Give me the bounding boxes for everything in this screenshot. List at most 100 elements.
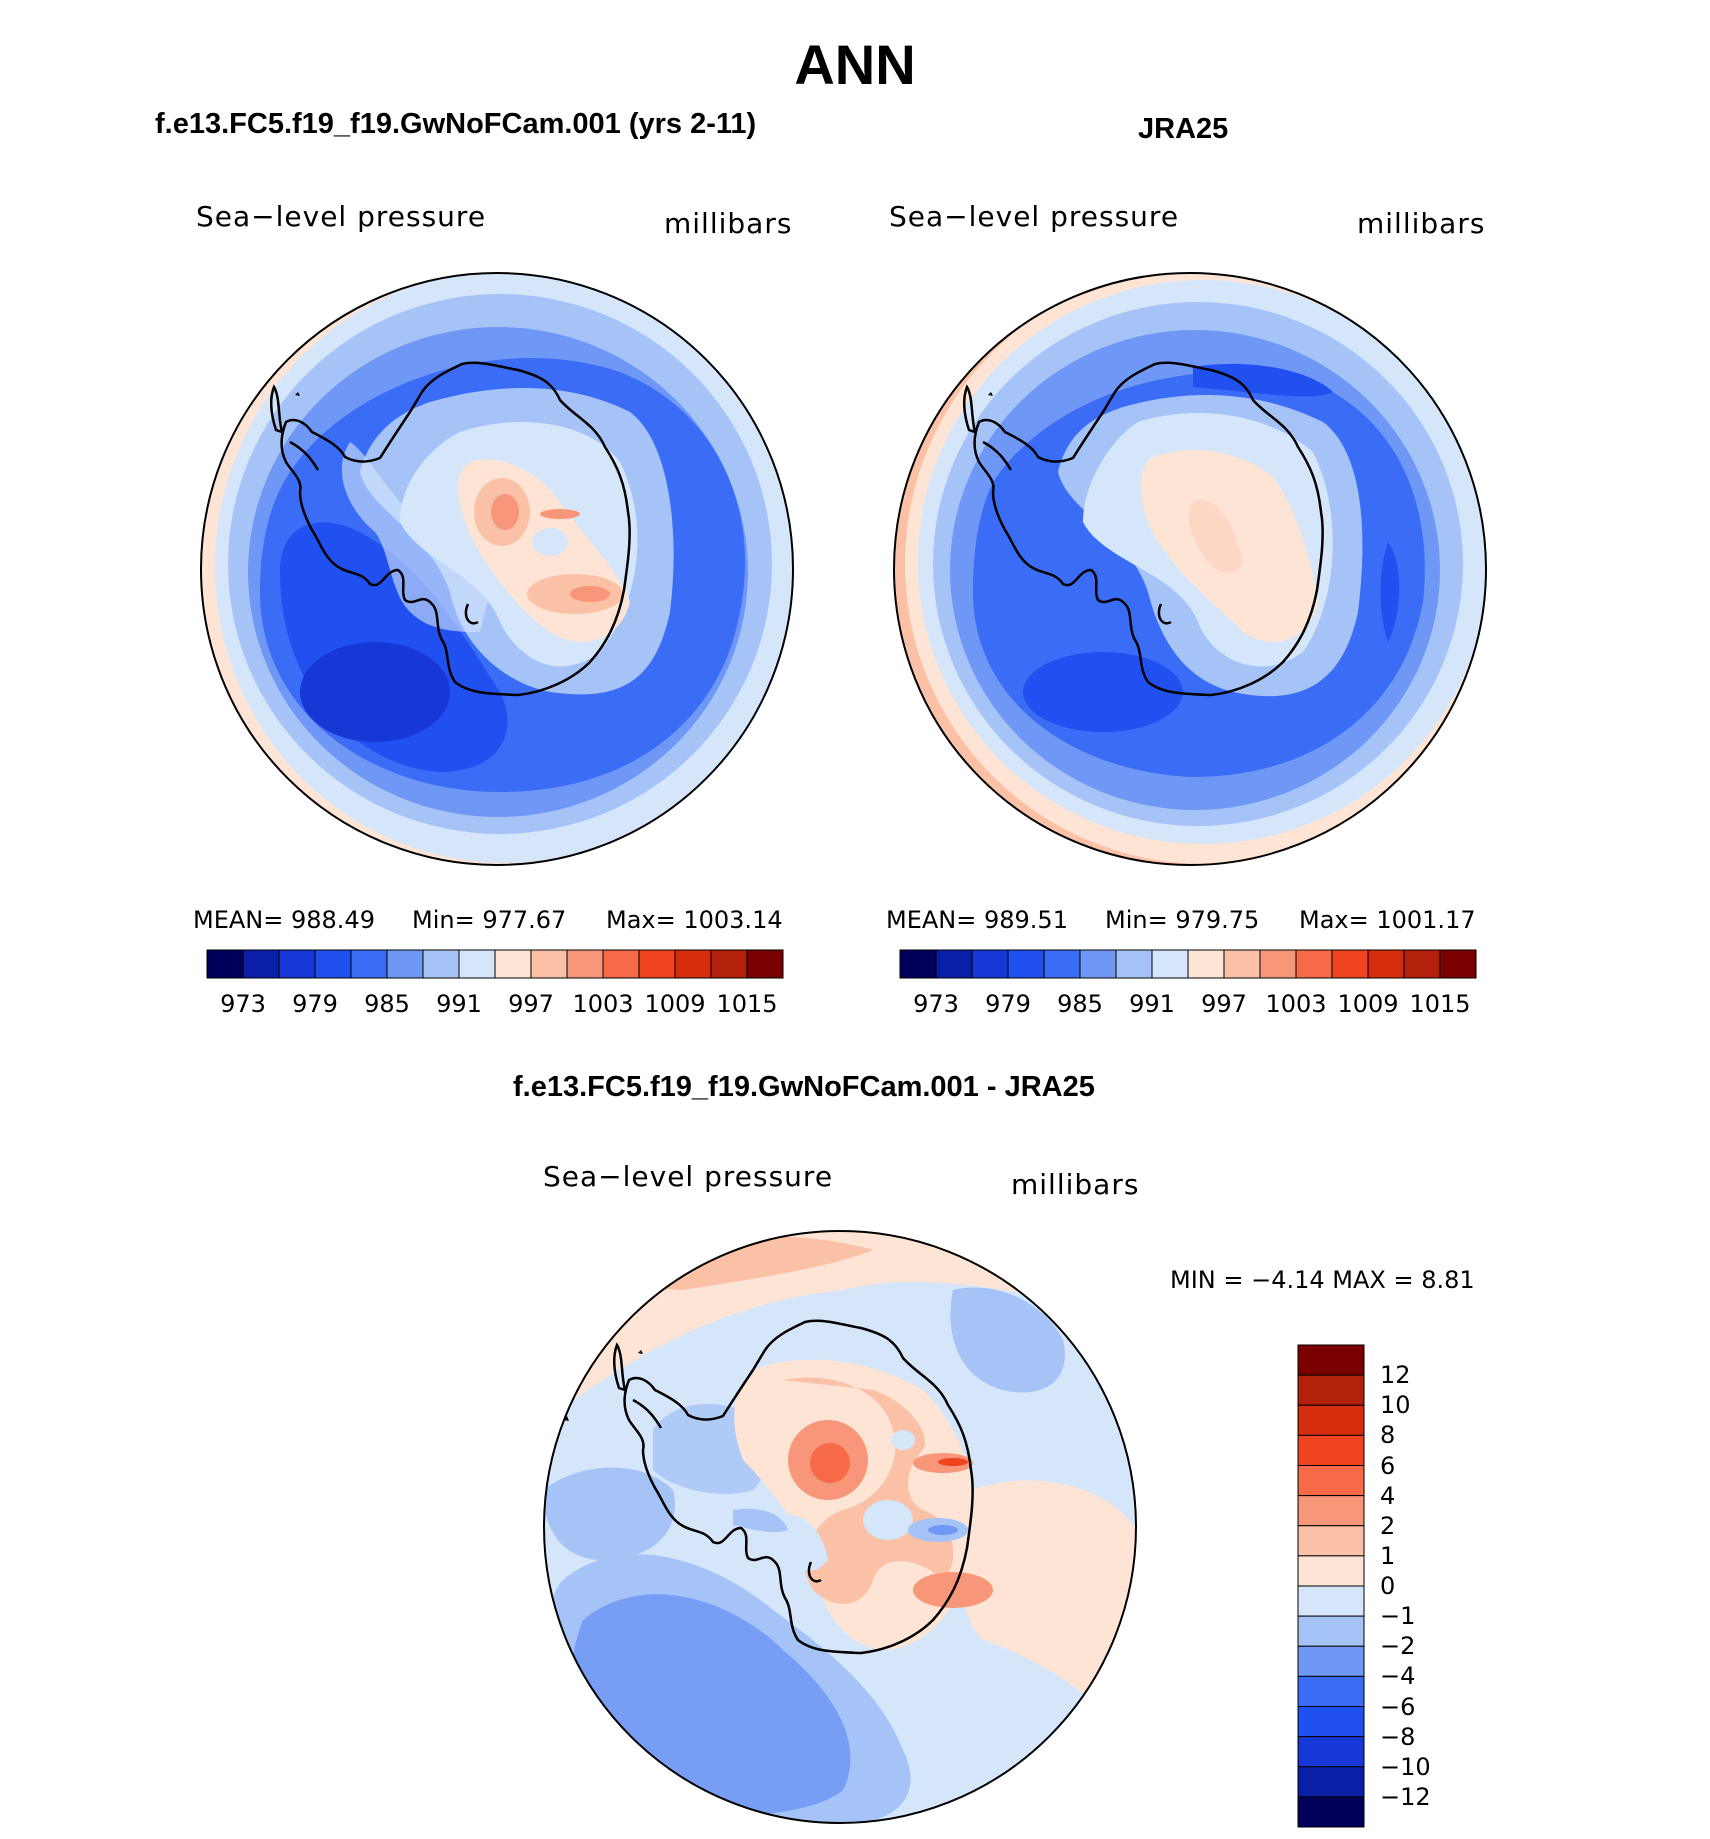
diff-colorbar-swatch	[1297, 1404, 1365, 1436]
left-colorbar-swatch	[530, 949, 568, 979]
diff-colorbar-swatch	[1297, 1675, 1365, 1707]
diff-colorbar-swatch	[1297, 1706, 1365, 1738]
right-colorbar-swatches	[899, 949, 1477, 979]
right-mean-stat: MEAN= 989.51	[886, 906, 1068, 934]
left-colorbar-tick-label: 997	[508, 990, 554, 1018]
diff-colorbar-swatch	[1297, 1555, 1365, 1587]
right-max-stat: Max= 1001.17	[1299, 906, 1476, 934]
right-colorbar-swatch	[1259, 949, 1297, 979]
right-units-label: millibars	[1357, 207, 1486, 240]
diff-minmax-stat: MIN = −4.14 MAX = 8.81	[1170, 1266, 1475, 1294]
right-panel-title: JRA25	[1138, 113, 1229, 145]
left-colorbar-swatch	[242, 949, 280, 979]
right-colorbar: 973 979 985 991 997 1003 1009 1015	[899, 949, 1477, 1018]
right-colorbar-swatch	[1439, 949, 1477, 979]
right-colorbar-tick-label: 985	[1057, 990, 1103, 1018]
diff-variable-label: Sea−level pressure	[543, 1160, 834, 1193]
diff-colorbar-swatch	[1297, 1615, 1365, 1647]
diff-colorbar-tick-label: 12	[1380, 1361, 1411, 1390]
right-colorbar-swatch	[899, 949, 937, 979]
left-colorbar-swatch	[350, 949, 388, 979]
diff-colorbar-tick-label: 0	[1380, 1572, 1396, 1600]
left-colorbar-swatch	[746, 949, 784, 979]
diff-colorbar-swatches	[1297, 1344, 1365, 1828]
right-colorbar-swatch	[1187, 949, 1225, 979]
diff-panel-title: f.e13.FC5.f19_f19.GwNoFCam.001 - JRA25	[513, 1071, 1095, 1103]
left-colorbar-tick-label: 979	[292, 990, 338, 1018]
right-colorbar-swatch	[1403, 949, 1441, 979]
right-variable-label: Sea−level pressure	[889, 200, 1180, 233]
left-colorbar-tick-label: 1003	[572, 990, 634, 1018]
left-polar-map	[200, 272, 794, 866]
figure-title: ANN	[794, 33, 916, 96]
diff-colorbar-swatch	[1297, 1736, 1365, 1768]
left-colorbar-tick-label: 991	[436, 990, 482, 1018]
diff-colorbar-swatch	[1297, 1766, 1365, 1798]
right-polar-map	[893, 272, 1487, 866]
right-colorbar-swatch	[971, 949, 1009, 979]
diff-colorbar: 12 10 8 6 4 2 1 0 −1 −2 −4 −6 −8 −10 −12	[1297, 1344, 1431, 1828]
diff-colorbar-tick-label: 1	[1380, 1541, 1396, 1570]
right-colorbar-swatch	[1043, 949, 1081, 979]
diff-colorbar-tick-label: 2	[1380, 1511, 1396, 1540]
diff-colorbar-swatch	[1297, 1645, 1365, 1677]
right-colorbar-swatch	[1079, 949, 1117, 979]
left-colorbar-swatch	[314, 949, 352, 979]
left-colorbar-tick-label: 1009	[644, 990, 706, 1018]
left-colorbar-swatch	[386, 949, 424, 979]
left-colorbar-tick-label: 985	[364, 990, 410, 1018]
right-colorbar-swatch	[1331, 949, 1369, 979]
right-colorbar-tick-label: 973	[913, 990, 959, 1018]
diff-colorbar-swatch	[1297, 1344, 1365, 1376]
diff-polar-map	[543, 1230, 1137, 1824]
diff-colorbar-swatch	[1297, 1796, 1365, 1828]
left-min-stat: Min= 977.67	[412, 906, 567, 934]
diff-colorbar-tick-label: −8	[1380, 1722, 1416, 1751]
left-colorbar-swatch	[422, 949, 460, 979]
diff-colorbar-tick-label: −1	[1380, 1602, 1416, 1631]
diff-colorbar-swatch	[1297, 1465, 1365, 1497]
left-colorbar-swatch	[206, 949, 244, 979]
right-colorbar-tick-label: 1003	[1265, 990, 1327, 1018]
right-colorbar-tick-label: 997	[1201, 990, 1247, 1018]
diff-colorbar-tick-label: −12	[1380, 1782, 1431, 1811]
diff-colorbar-tick-label: −6	[1380, 1692, 1416, 1721]
left-colorbar-swatch	[602, 949, 640, 979]
diff-colorbar-swatch	[1297, 1525, 1365, 1557]
right-colorbar-swatch	[1007, 949, 1045, 979]
right-colorbar-tick-label: 991	[1129, 990, 1175, 1018]
right-colorbar-tick-label: 1009	[1337, 990, 1399, 1018]
right-min-stat: Min= 979.75	[1105, 906, 1260, 934]
left-colorbar: 973 979 985 991 997 1003 1009 1015	[206, 949, 784, 1018]
right-colorbar-swatch	[1115, 949, 1153, 979]
diff-colorbar-tick-label: 10	[1380, 1391, 1411, 1420]
left-panel-title: f.e13.FC5.f19_f19.GwNoFCam.001 (yrs 2-11…	[155, 108, 757, 140]
diff-colorbar-swatch	[1297, 1434, 1365, 1466]
right-colorbar-swatch	[1367, 949, 1405, 979]
right-colorbar-swatch	[1223, 949, 1261, 979]
left-colorbar-swatch	[674, 949, 712, 979]
right-colorbar-swatch	[1295, 949, 1333, 979]
diff-colorbar-tick-label: −4	[1380, 1662, 1416, 1691]
left-colorbar-swatch	[494, 949, 532, 979]
left-variable-label: Sea−level pressure	[196, 200, 487, 233]
left-colorbar-tick-label: 973	[220, 990, 266, 1018]
left-colorbar-swatches	[206, 949, 784, 979]
left-colorbar-swatch	[566, 949, 604, 979]
diff-colorbar-swatch	[1297, 1374, 1365, 1406]
diff-colorbar-swatch	[1297, 1495, 1365, 1527]
left-colorbar-swatch	[278, 949, 316, 979]
diff-colorbar-tick-label: −10	[1380, 1752, 1431, 1781]
diff-colorbar-tick-label: 4	[1380, 1481, 1396, 1510]
left-mean-stat: MEAN= 988.49	[193, 906, 375, 934]
left-units-label: millibars	[664, 207, 793, 240]
right-colorbar-tick-label: 1015	[1409, 990, 1471, 1018]
left-colorbar-swatch	[710, 949, 748, 979]
left-colorbar-swatch	[458, 949, 496, 979]
diff-units-label: millibars	[1011, 1168, 1140, 1201]
right-colorbar-tick-label: 979	[985, 990, 1031, 1018]
diff-colorbar-tick-label: −2	[1380, 1632, 1416, 1661]
right-colorbar-swatch	[935, 949, 973, 979]
diff-colorbar-swatch	[1297, 1585, 1365, 1617]
diff-colorbar-tick-label: 8	[1380, 1421, 1396, 1450]
